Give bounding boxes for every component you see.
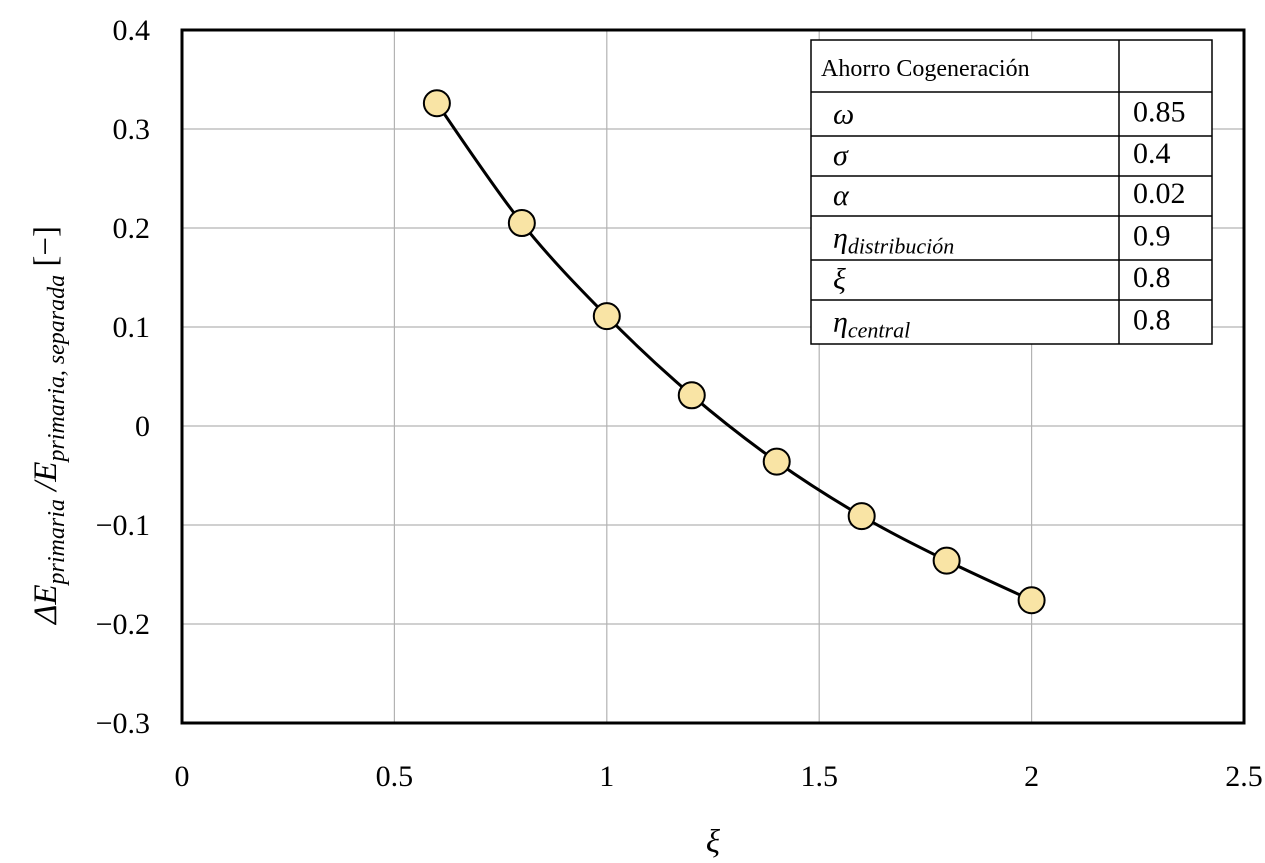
legend-symbol: ξ (833, 263, 846, 296)
legend-symbol-main: ξ (833, 263, 846, 296)
data-point (762, 447, 791, 476)
data-point (507, 209, 536, 238)
legend-symbol-main: η (833, 222, 848, 255)
y-tick-label: 0 (135, 410, 150, 443)
y-label-sub1: primaria (44, 499, 70, 586)
legend-symbol-main: σ (833, 139, 849, 172)
data-point (847, 502, 876, 531)
y-label-unit: [−] (28, 226, 64, 275)
y-tick-label: −0.3 (96, 707, 150, 740)
x-tick-label: 1.5 (800, 760, 838, 793)
y-label-sep: /E (28, 462, 64, 500)
x-tick-label: 2.5 (1225, 760, 1263, 793)
plot-frame (180, 28, 1246, 725)
data-point (592, 302, 621, 331)
legend-value: 0.4 (1133, 137, 1171, 170)
y-tick-label: −0.2 (96, 608, 150, 641)
legend-value: 0.02 (1133, 177, 1186, 210)
y-tick-label: 0.4 (113, 14, 151, 47)
legend-value: 0.8 (1133, 304, 1171, 337)
legend-symbol: σ (833, 139, 849, 172)
legend-frame (810, 39, 1213, 345)
x-tick-label: 0 (175, 760, 190, 793)
x-tick-label: 1 (599, 760, 614, 793)
legend-symbol-main: η (833, 306, 848, 339)
data-point (932, 546, 961, 575)
legend-title: Ahorro Cogeneración (821, 56, 1030, 82)
x-tick-label: 2 (1024, 760, 1039, 793)
y-tick-label: 0.2 (113, 212, 151, 245)
x-tick-label: 0.5 (376, 760, 414, 793)
y-tick-label: 0.3 (113, 113, 151, 146)
legend-symbol-sub: distribución (848, 234, 954, 259)
x-axis-label: ξ (706, 824, 721, 860)
legend-symbol-sub: central (848, 318, 910, 343)
data-points (422, 89, 1046, 615)
data-point (1017, 586, 1046, 615)
legend-value: 0.8 (1133, 261, 1171, 294)
y-tick-label: 0.1 (113, 311, 151, 344)
data-point (677, 381, 706, 410)
legend-symbol: α (833, 179, 850, 212)
y-label-main: ΔE (28, 584, 64, 626)
y-tick-label: −0.1 (96, 509, 150, 542)
legend-symbol-main: ω (833, 98, 854, 131)
legend-symbol: ηdistribución (833, 222, 954, 259)
y-label-sub2: primaria, separada (44, 275, 70, 464)
y-axis-label: ΔEprimaria /Eprimaria, separada [−] (28, 226, 70, 626)
x-tick-labels: 0 0.5 1 1.5 2 2.5 (175, 760, 1263, 793)
legend-value: 0.85 (1133, 96, 1186, 129)
y-tick-labels: −0.3 −0.2 −0.1 0 0.1 0.2 0.3 0.4 (96, 14, 150, 740)
data-point (422, 89, 451, 118)
legend-symbol: ω (833, 98, 854, 131)
legend-symbol: ηcentral (833, 306, 910, 343)
legend-value: 0.9 (1133, 220, 1171, 253)
legend-symbol-main: α (833, 179, 850, 212)
